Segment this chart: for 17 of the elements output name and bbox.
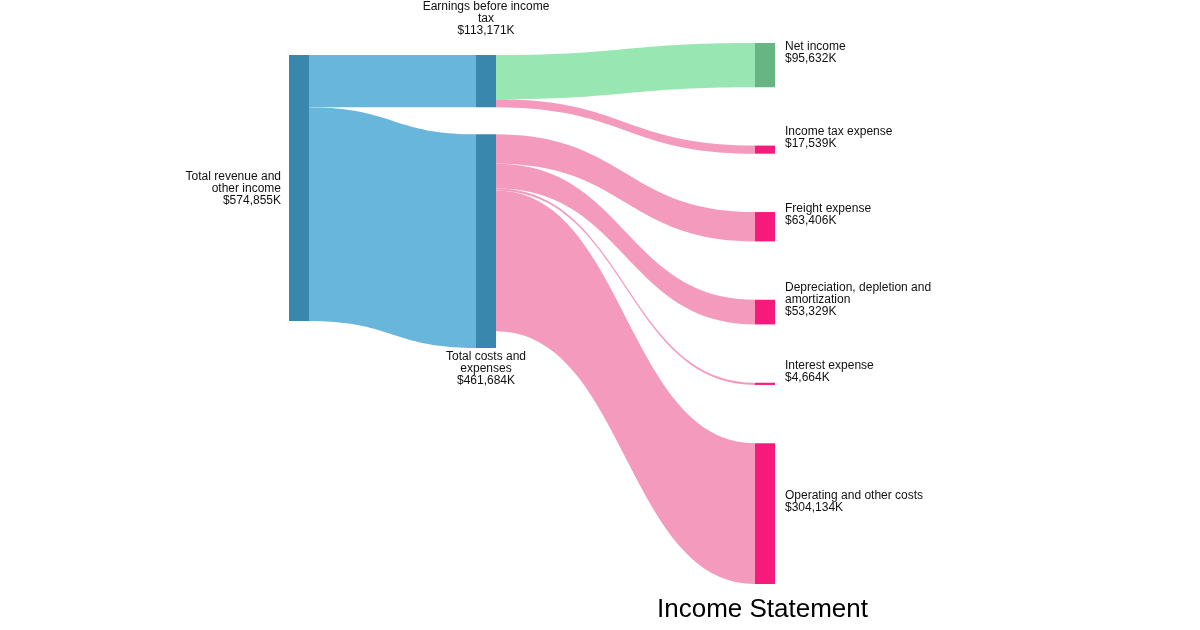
category-label: Operating and other costs — [785, 487, 924, 502]
category-label: Earnings before income tax — [422, 0, 550, 25]
category-label: Interest expense — [785, 357, 875, 372]
data-label: $4,664K — [785, 369, 830, 384]
category-label: Total revenue and other income — [185, 169, 282, 195]
data-label: $95,632K — [785, 51, 837, 66]
category-label: Depreciation, depletion and amortization — [785, 280, 932, 307]
data-label: $17,539K — [785, 135, 837, 150]
category-label: Freight expense — [785, 200, 872, 215]
data-label: $53,329K — [785, 304, 837, 319]
category-label: Net income — [785, 39, 847, 54]
text: Income Statement — [657, 593, 869, 623]
category-label: Income tax expense — [785, 123, 893, 138]
category-label: Total costs and expenses — [445, 349, 527, 375]
data-label: $113,171K — [457, 23, 515, 37]
data-label: $461,684K — [456, 373, 516, 387]
data-label: $574,855K — [222, 193, 281, 207]
